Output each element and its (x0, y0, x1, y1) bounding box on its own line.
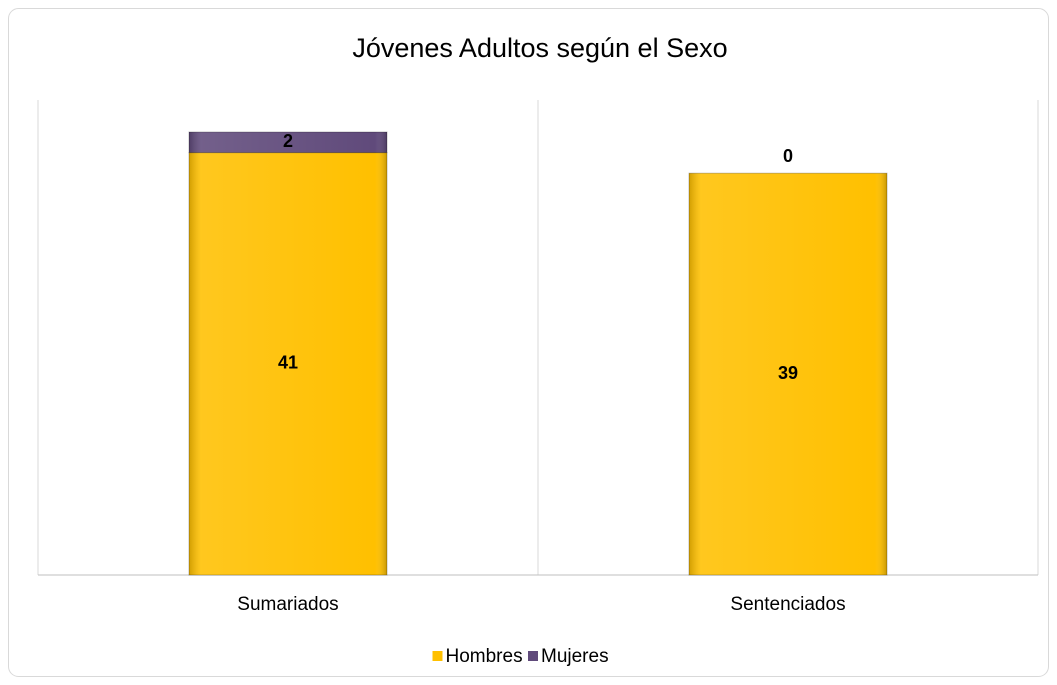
x-tick-label: Sumariados (237, 594, 338, 615)
data-label: 0 (783, 146, 793, 166)
bar-bevel (689, 173, 887, 576)
legend-swatch (432, 651, 443, 661)
data-label: 39 (778, 363, 798, 383)
bar-bevel (189, 152, 387, 575)
data-label: 41 (278, 353, 298, 373)
data-label: 2 (283, 131, 293, 151)
legend-swatch (528, 651, 538, 661)
x-tick-label: Sentenciados (730, 594, 845, 615)
bar-bevel (189, 132, 387, 153)
chart-title: Jóvenes Adultos según el Sexo (352, 33, 727, 63)
legend-label: Hombres (446, 646, 523, 667)
legend-label: Mujeres (541, 646, 609, 667)
chart-frame (8, 8, 1049, 677)
